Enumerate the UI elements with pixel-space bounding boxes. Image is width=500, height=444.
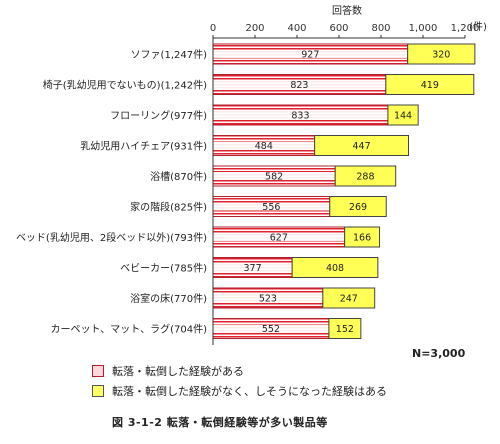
x-tick-label: 1,000 — [409, 23, 438, 34]
bar-value-experienced: 552 — [262, 324, 280, 335]
bar-label-backdrop — [213, 141, 315, 150]
category-label: フローリング(977件) — [110, 109, 207, 122]
bar-near-miss — [407, 43, 476, 65]
x-tick-label: 800 — [371, 23, 390, 34]
bar-value-near-miss: 269 — [349, 202, 367, 213]
category-label: 浴槽(870件) — [150, 170, 207, 183]
category-label: 乳幼児用ハイチェア(931件) — [80, 140, 207, 153]
bar-value-near-miss: 144 — [394, 111, 412, 122]
bar-near-miss — [385, 74, 475, 95]
bar-value-near-miss: 447 — [353, 141, 371, 152]
bar-near-miss — [344, 226, 381, 248]
x-tick-label: 0 — [210, 23, 216, 34]
bar-value-experienced: 627 — [270, 233, 288, 244]
category-label: 椅子(乳幼児用でないもの)(1,242件) — [43, 79, 207, 92]
legend-label-experienced: 転落・転倒した経験がある — [112, 365, 244, 378]
bar-value-experienced: 927 — [301, 50, 319, 61]
category-label: 家の階段(825件) — [130, 201, 207, 214]
legend-item-experienced: 転落・転倒した経験がある — [92, 361, 387, 381]
category-label: ソファ(1,247件) — [131, 49, 208, 61]
legend-label-near-miss: 転落・転倒した経験がなく、しそうになった経験はある — [112, 385, 387, 398]
bar-near-miss — [322, 287, 376, 309]
bar-near-miss — [387, 104, 419, 126]
bar-label-backdrop — [213, 294, 323, 302]
bar-label-backdrop — [213, 324, 329, 333]
bar-near-miss — [334, 165, 397, 187]
category-label: ベッド(乳幼児用、2段ベッド以外)(793件) — [16, 231, 207, 244]
bar-value-experienced: 833 — [291, 111, 309, 122]
bar-label-backdrop — [213, 172, 335, 180]
bar-label-backdrop — [213, 263, 292, 272]
category-label: カーペット、マット、ラグ(704件) — [51, 323, 208, 336]
bar-value-near-miss: 152 — [336, 324, 354, 335]
category-label: ベビーカー(785件) — [120, 263, 207, 275]
bar-value-experienced: 582 — [265, 172, 283, 183]
bar-value-experienced: 556 — [262, 202, 280, 213]
bar-value-near-miss: 166 — [353, 233, 371, 244]
bar-value-experienced: 484 — [255, 141, 273, 152]
bar-value-experienced: 523 — [259, 294, 277, 305]
x-tick-label: 600 — [329, 23, 348, 34]
x-tick-label: 400 — [287, 23, 306, 34]
bar-value-near-miss: 320 — [432, 50, 450, 61]
figure-caption: 図 3-1-2 転落・転倒経験等が多い製品等 — [112, 416, 328, 429]
bar-label-backdrop — [213, 111, 388, 119]
sample-size-label: N=3,000 — [412, 347, 466, 360]
x-tick-label: 200 — [245, 23, 264, 34]
bar-value-near-miss: 247 — [340, 294, 358, 305]
x-axis-title: 回答数 — [332, 4, 362, 17]
legend: 転落・転倒した経験がある 転落・転倒した経験がなく、しそうになった経験はある — [92, 361, 387, 401]
bar-label-backdrop — [213, 50, 408, 58]
bar-value-near-miss: 419 — [421, 80, 439, 91]
bar-value-near-miss: 288 — [356, 172, 374, 183]
bar-chart: 回答数 (件) 0 200 400 600 800 1,000 1,200 ソファ(1,24… — [16, 4, 487, 345]
x-tick-label: 1,200 — [451, 23, 480, 34]
bar-near-miss — [291, 257, 379, 278]
bar-value-experienced: 377 — [244, 263, 262, 274]
bar-label-backdrop — [213, 233, 345, 241]
category-label: 浴室の床(770件) — [130, 292, 207, 305]
x-axis-unit: (件) — [469, 21, 487, 33]
bar-label-backdrop — [213, 202, 330, 211]
bar-near-miss — [314, 135, 410, 156]
legend-swatch-near-miss — [92, 385, 104, 397]
legend-item-near-miss: 転落・転倒した経験がなく、しそうになった経験はある — [92, 381, 387, 401]
bar-value-near-miss: 408 — [326, 263, 344, 274]
bar-label-backdrop — [213, 80, 386, 89]
bar-near-miss — [329, 196, 387, 217]
bar-value-experienced: 823 — [290, 80, 308, 91]
legend-swatch-experienced — [92, 365, 104, 377]
bar-near-miss — [328, 318, 362, 339]
